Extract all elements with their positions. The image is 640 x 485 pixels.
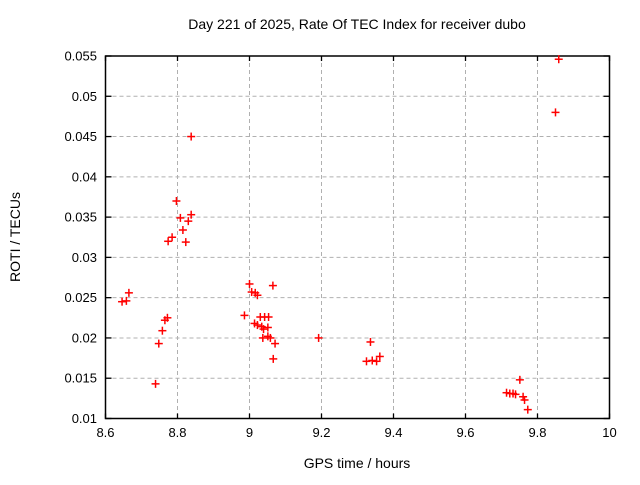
data-point [187, 210, 196, 219]
data-point [366, 337, 375, 346]
y-tick-labels: 0.01 0.015 0.02 0.025 0.03 0.035 0.04 0.045 0.05… [64, 49, 97, 427]
data-point [520, 395, 529, 404]
data-points [118, 55, 563, 414]
x-tick-label: 8.8 [168, 425, 186, 440]
data-point [168, 233, 177, 242]
data-point [187, 132, 196, 141]
y-tick-label: 0.045 [64, 129, 97, 144]
y-tick-label: 0.05 [72, 89, 97, 104]
data-point [511, 390, 520, 399]
x-tick-label: 9.6 [456, 425, 474, 440]
data-point [269, 354, 278, 363]
data-point [515, 375, 524, 384]
x-tick-label: 10 [602, 425, 616, 440]
y-axis-label: ROTI / TECUs [7, 192, 23, 282]
data-point [184, 217, 193, 226]
y-tick-label: 0.03 [72, 250, 97, 265]
data-point [240, 311, 249, 320]
data-point [264, 313, 273, 321]
chart-title: Day 221 of 2025, Rate Of TEC Index for r… [188, 16, 526, 32]
y-tick-label: 0.055 [64, 49, 97, 64]
data-point [554, 55, 563, 64]
y-tick-label: 0.025 [64, 290, 97, 305]
data-point [164, 237, 173, 246]
gridlines [105, 56, 610, 419]
x-tick-label: 9.2 [312, 425, 330, 440]
data-point [268, 281, 277, 290]
data-point [263, 323, 272, 332]
data-point [259, 325, 268, 334]
data-point [523, 405, 532, 414]
data-point [245, 279, 254, 288]
data-point [266, 333, 275, 342]
data-point [258, 333, 267, 342]
data-point [163, 313, 172, 322]
data-point [181, 238, 190, 247]
data-point [271, 339, 280, 348]
data-point [362, 357, 371, 366]
x-axis-label: GPS time / hours [304, 455, 411, 471]
data-point [154, 339, 163, 348]
x-tick-labels: 8.6 8.8 9 9.2 9.4 9.6 9.8 10 [96, 425, 616, 440]
y-tick-label: 0.015 [64, 371, 97, 386]
data-point [124, 288, 133, 297]
data-point [158, 326, 167, 335]
x-tick-label: 9.4 [384, 425, 402, 440]
data-point [253, 321, 262, 330]
data-point [314, 333, 323, 342]
y-tick-label: 0.01 [72, 411, 97, 426]
plot-border [104, 55, 611, 420]
x-tick-label: 9.8 [528, 425, 546, 440]
border-rect [104, 55, 611, 420]
axis-ticks [104, 55, 611, 420]
y-tick-label: 0.02 [72, 330, 97, 345]
data-point [368, 356, 377, 365]
data-point [178, 226, 187, 234]
x-tick-label: 8.6 [96, 425, 114, 440]
data-point [551, 108, 560, 117]
x-tick-label: 9 [246, 425, 253, 440]
data-point [247, 288, 256, 297]
data-point [151, 379, 160, 388]
data-point [122, 296, 131, 305]
y-tick-label: 0.035 [64, 210, 97, 225]
data-point [172, 197, 181, 205]
data-point [176, 213, 185, 222]
data-point [118, 297, 127, 306]
y-tick-label: 0.04 [72, 169, 97, 184]
data-point [375, 352, 384, 361]
data-point [372, 357, 381, 366]
data-point [253, 291, 262, 300]
